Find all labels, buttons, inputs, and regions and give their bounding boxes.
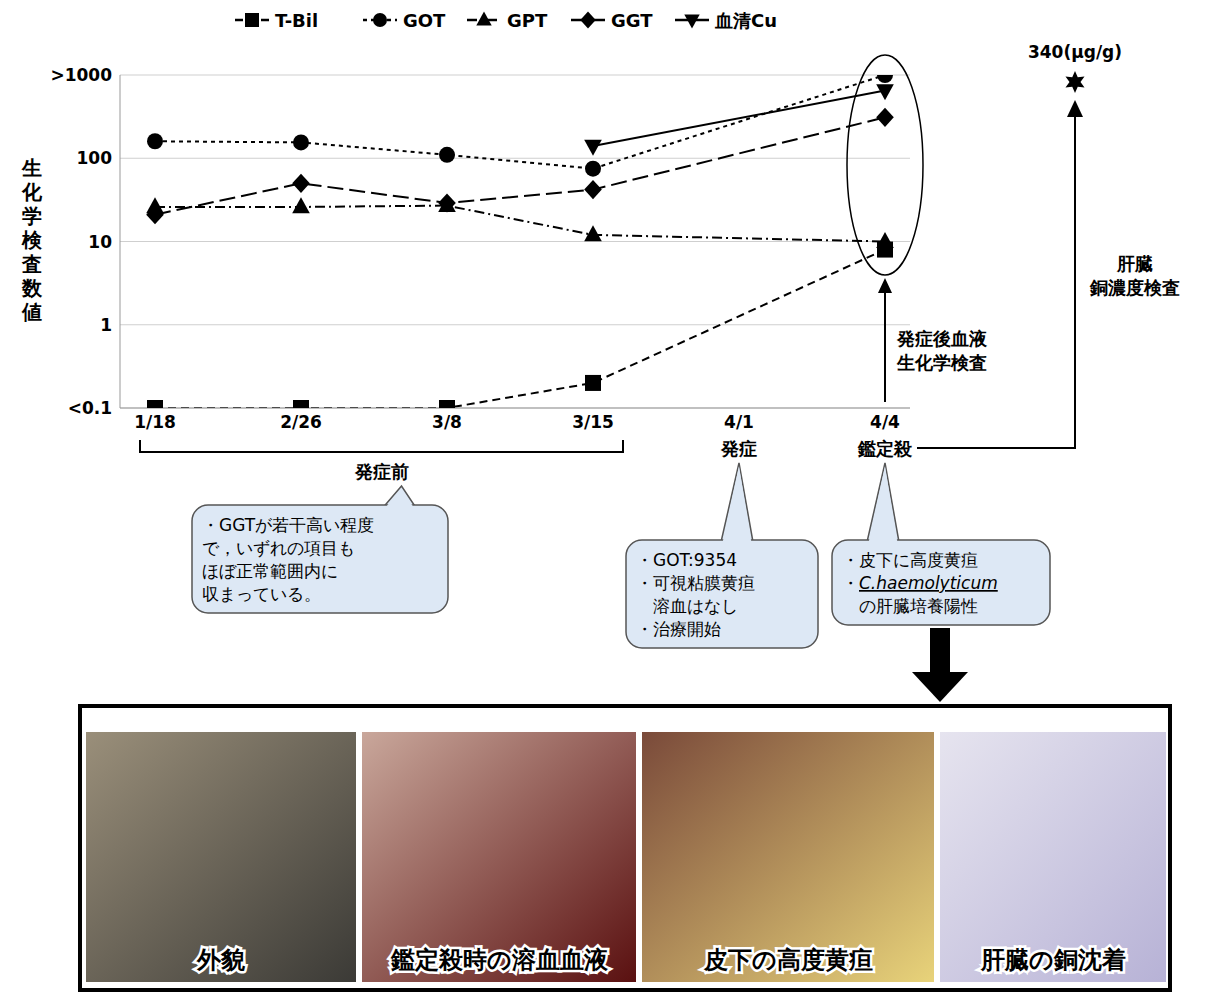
svg-text:・GGTが若干高い程度: ・GGTが若干高い程度 xyxy=(202,515,374,535)
svg-text:数: 数 xyxy=(21,276,43,300)
svg-text:10: 10 xyxy=(88,232,112,252)
svg-text:肝臓: 肝臓 xyxy=(1116,253,1153,274)
svg-text:100: 100 xyxy=(77,148,113,168)
svg-text:1: 1 xyxy=(100,315,112,335)
svg-text:生化学検査: 生化学検査 xyxy=(896,352,987,373)
svg-text:血清Cu: 血清Cu xyxy=(714,10,777,31)
svg-text:査: 査 xyxy=(21,252,42,276)
svg-text:肝臓の銅沈着: 肝臓の銅沈着 xyxy=(980,946,1126,974)
svg-text:発症後血液: 発症後血液 xyxy=(896,328,988,349)
svg-text:ほぼ正常範囲内に: ほぼ正常範囲内に xyxy=(202,561,338,581)
svg-text:溶血はなし: 溶血はなし xyxy=(636,596,738,616)
svg-text:GPT: GPT xyxy=(507,10,548,31)
svg-text:3/15: 3/15 xyxy=(572,412,614,432)
svg-text:鑑定殺時の溶血血液: 鑑定殺時の溶血血液 xyxy=(390,946,609,974)
svg-text:生: 生 xyxy=(21,156,42,180)
svg-text:値: 値 xyxy=(21,300,42,324)
svg-text:2/26: 2/26 xyxy=(280,412,322,432)
svg-text:1/18: 1/18 xyxy=(134,412,176,432)
svg-text:4/4: 4/4 xyxy=(870,412,900,432)
svg-text:T-Bil: T-Bil xyxy=(275,10,318,31)
svg-text:皮下の高度黄疸: 皮下の高度黄疸 xyxy=(703,946,873,974)
svg-text:・皮下に高度黄疸: ・皮下に高度黄疸 xyxy=(842,550,978,570)
svg-text:GOT: GOT xyxy=(403,10,446,31)
svg-text:>1000: >1000 xyxy=(50,65,112,85)
svg-text:GGT: GGT xyxy=(611,10,653,31)
svg-text:・可視粘膜黄疸: ・可視粘膜黄疸 xyxy=(636,573,755,593)
svg-text:・GOT:9354: ・GOT:9354 xyxy=(636,550,737,570)
svg-text:で，いずれの項目も: で，いずれの項目も xyxy=(202,538,355,558)
svg-text:発症前: 発症前 xyxy=(354,461,409,482)
svg-text:4/1: 4/1 xyxy=(724,412,754,432)
svg-text:外貌: 外貌 xyxy=(196,946,246,974)
svg-text:<0.1: <0.1 xyxy=(68,398,112,418)
svg-text:の肝臓培養陽性: の肝臓培養陽性 xyxy=(842,596,978,616)
svg-text:・治療開始: ・治療開始 xyxy=(636,619,721,639)
svg-text:学: 学 xyxy=(22,204,42,228)
svg-text:検: 検 xyxy=(21,228,43,252)
svg-text:3/8: 3/8 xyxy=(432,412,462,432)
svg-text:・C.haemolyticum: ・C.haemolyticum xyxy=(842,573,998,593)
svg-text:銅濃度検査: 銅濃度検査 xyxy=(1089,277,1180,298)
svg-text:化: 化 xyxy=(21,180,43,204)
svg-text:340(μg/g): 340(μg/g) xyxy=(1028,42,1122,62)
svg-text:発症: 発症 xyxy=(720,438,757,459)
svg-text:鑑定殺: 鑑定殺 xyxy=(857,438,913,459)
svg-text:収まっている。: 収まっている。 xyxy=(202,584,321,604)
